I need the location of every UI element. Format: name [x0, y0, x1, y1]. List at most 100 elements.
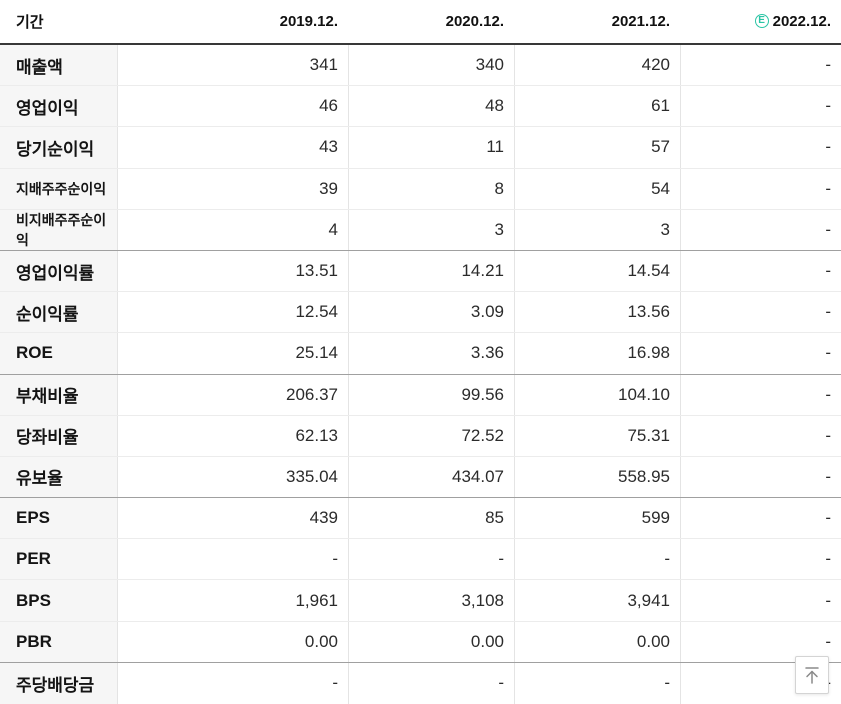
row-label: 당기순이익	[0, 127, 117, 168]
cell-value: 62.13	[117, 415, 348, 456]
cell-value: 75.31	[514, 415, 680, 456]
cell-value: 12.54	[117, 292, 348, 333]
row-label: EPS	[0, 498, 117, 539]
row-label: 매출액	[0, 45, 117, 86]
cell-value: -	[680, 250, 841, 292]
row-label: 유보율	[0, 456, 117, 498]
cell-value: -	[680, 415, 841, 456]
cell-value: 43	[117, 127, 348, 168]
cell-value: 1,961	[117, 580, 348, 621]
table-row: 당좌비율 62.13 72.52 75.31 -	[0, 415, 841, 457]
row-label: 당좌비율	[0, 415, 117, 456]
row-label: 순이익률	[0, 292, 117, 333]
row-label: PER	[0, 539, 117, 580]
cell-value: 16.98	[514, 333, 680, 374]
cell-value: -	[680, 45, 841, 86]
table-row: 지배주주순이익 39 8 54 -	[0, 168, 841, 210]
cell-value: 0.00	[117, 621, 348, 662]
column-header-label: 2019.12.	[279, 13, 338, 30]
column-header-2019: 2019.12.	[117, 0, 348, 43]
cell-value: 72.52	[348, 415, 514, 456]
cell-value: 3.36	[348, 333, 514, 374]
cell-value: -	[117, 662, 348, 704]
cell-value: 599	[514, 498, 680, 539]
row-label: PBR	[0, 621, 117, 662]
cell-value: 341	[117, 45, 348, 86]
column-header-2021: 2021.12.	[514, 0, 680, 43]
cell-value: 340	[348, 45, 514, 86]
cell-value: -	[348, 539, 514, 580]
arrow-up-to-top-icon	[805, 667, 819, 684]
cell-value: 104.10	[514, 374, 680, 415]
cell-value: 25.14	[117, 333, 348, 374]
estimate-icon: E	[754, 13, 769, 28]
column-header-2020: 2020.12.	[348, 0, 514, 43]
cell-value: -	[680, 333, 841, 374]
cell-value: 57	[514, 127, 680, 168]
cell-value: -	[348, 662, 514, 704]
table-row: 유보율 335.04 434.07 558.95 -	[0, 456, 841, 499]
cell-value: 85	[348, 498, 514, 539]
cell-value: 558.95	[514, 456, 680, 498]
cell-value: 61	[514, 86, 680, 127]
cell-value: -	[680, 539, 841, 580]
table-row: ROE 25.14 3.36 16.98 -	[0, 333, 841, 375]
column-header-label: 2021.12.	[611, 13, 670, 30]
row-label: 비지배주주순이익	[0, 209, 117, 250]
cell-value: -	[680, 498, 841, 539]
period-header: 기간	[0, 0, 117, 43]
scroll-to-top-button[interactable]	[795, 656, 829, 694]
table-row: 영업이익률 13.51 14.21 14.54 -	[0, 250, 841, 293]
table-header-row: 기간 2019.12. 2020.12. 2021.12. E 2022.12.	[0, 0, 841, 45]
cell-value: -	[680, 374, 841, 415]
cell-value: -	[680, 456, 841, 498]
cell-value: -	[514, 662, 680, 704]
cell-value: 13.51	[117, 250, 348, 292]
table-row: 순이익률 12.54 3.09 13.56 -	[0, 292, 841, 334]
cell-value: 11	[348, 127, 514, 168]
table-row: 당기순이익 43 11 57 -	[0, 127, 841, 169]
cell-value: 420	[514, 45, 680, 86]
cell-value: 99.56	[348, 374, 514, 415]
cell-value: -	[680, 292, 841, 333]
cell-value: 14.21	[348, 250, 514, 292]
row-label: 부채비율	[0, 374, 117, 415]
table-row: 주당배당금 - - - -	[0, 662, 841, 704]
cell-value: 14.54	[514, 250, 680, 292]
cell-value: 3.09	[348, 292, 514, 333]
row-label: 영업이익	[0, 86, 117, 127]
cell-value: 3,108	[348, 580, 514, 621]
row-label: 영업이익률	[0, 250, 117, 292]
cell-value: 54	[514, 168, 680, 209]
column-header-2022-estimate: E 2022.12.	[680, 0, 841, 43]
cell-value: -	[117, 539, 348, 580]
cell-value: 3,941	[514, 580, 680, 621]
cell-value: 48	[348, 86, 514, 127]
table-row: 비지배주주순이익 4 3 3 -	[0, 209, 841, 251]
row-label: BPS	[0, 580, 117, 621]
cell-value: 0.00	[514, 621, 680, 662]
column-header-label: 2020.12.	[445, 13, 504, 30]
row-label: ROE	[0, 333, 117, 374]
cell-value: 206.37	[117, 374, 348, 415]
table-row: PBR 0.00 0.00 0.00 -	[0, 621, 841, 663]
cell-value: -	[680, 621, 841, 662]
table-row: PER - - - -	[0, 539, 841, 581]
cell-value: -	[680, 86, 841, 127]
cell-value: 3	[348, 209, 514, 250]
cell-value: -	[680, 127, 841, 168]
table-row: 매출액 341 340 420 -	[0, 45, 841, 87]
cell-value: 4	[117, 209, 348, 250]
table-row: EPS 439 85 599 -	[0, 498, 841, 540]
column-header-label: 2022.12.	[772, 13, 831, 30]
cell-value: -	[680, 168, 841, 209]
table-body: 매출액 341 340 420 - 영업이익 46 48 61 - 당기순이익 …	[0, 45, 841, 704]
cell-value: -	[514, 539, 680, 580]
cell-value: -	[680, 580, 841, 621]
cell-value: 439	[117, 498, 348, 539]
cell-value: 0.00	[348, 621, 514, 662]
table-row: 부채비율 206.37 99.56 104.10 -	[0, 374, 841, 416]
cell-value: 335.04	[117, 456, 348, 498]
cell-value: 434.07	[348, 456, 514, 498]
